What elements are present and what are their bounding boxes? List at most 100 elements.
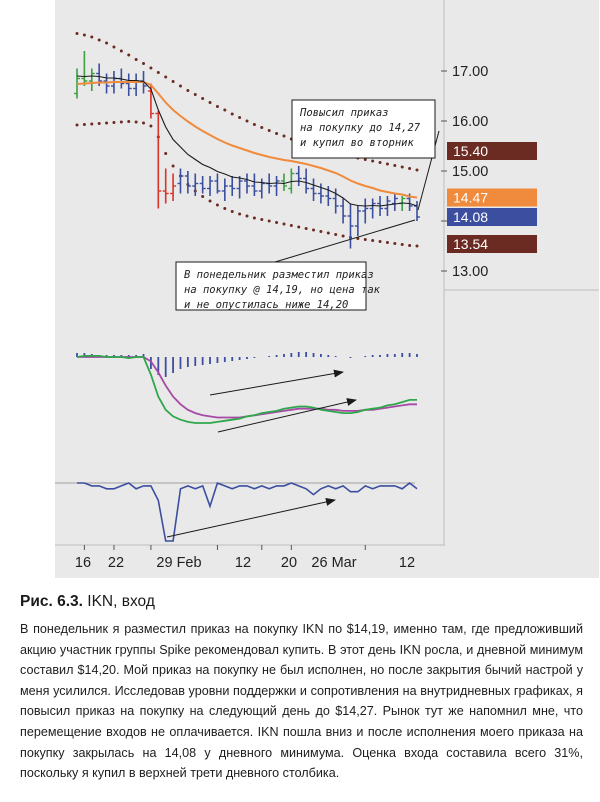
- fast-ema-line: [76, 75, 418, 207]
- price-bar: [244, 173, 250, 194]
- x-tick-label: 22: [108, 555, 124, 571]
- price-tag-15-40: 15.40: [447, 142, 537, 160]
- price-bar: [362, 198, 369, 224]
- annotation-line: на покупку до 14,27: [300, 122, 421, 134]
- lower-channel-dot: [208, 199, 212, 203]
- upper-channel-dot: [105, 41, 109, 45]
- price-bar: [155, 111, 162, 209]
- price-bar: [354, 206, 361, 236]
- lower-channel-dot: [400, 243, 404, 246]
- y-tick-label: 15.00: [452, 164, 488, 180]
- price-tag-label: 14.47: [453, 190, 488, 206]
- y-tick-label: 17.00: [452, 64, 488, 80]
- price-bar: [280, 173, 287, 191]
- upper-channel-dot: [252, 123, 256, 126]
- price-bar: [332, 188, 339, 214]
- force-index-layer: [77, 481, 418, 542]
- lower-channel-dot: [171, 164, 175, 168]
- price-tag-box: [447, 208, 537, 226]
- x-tick-label: 12: [235, 555, 251, 571]
- upper-channel-dot: [127, 53, 131, 57]
- channel-layer: [75, 32, 419, 248]
- upper-channel-dot: [415, 168, 419, 172]
- force-index-line: [77, 481, 418, 542]
- price-bar: [214, 173, 221, 194]
- upper-channel-dot: [75, 32, 79, 35]
- lower-channel-dot: [275, 221, 279, 224]
- lower-channel-dot: [408, 244, 412, 247]
- body-paragraph: В понедельник я разместил приказ на поку…: [20, 622, 583, 781]
- slow-ema-line: [76, 81, 418, 199]
- lower-channel-dot: [201, 195, 205, 198]
- upper-channel-dot: [408, 167, 412, 170]
- lower-channel-dot: [252, 216, 256, 220]
- lower-channel-dot: [297, 225, 301, 229]
- price-bar: [229, 176, 236, 196]
- upper-channel-dot: [142, 62, 146, 65]
- lower-channel-dot: [134, 120, 138, 124]
- y-axis-ticks: 17.00 16.00 15.00 13.00: [441, 64, 488, 280]
- upper-channel-dot: [208, 101, 212, 104]
- macd-layer: [76, 352, 418, 424]
- upper-channel-dot: [400, 165, 404, 169]
- upper-channel-dot: [164, 75, 168, 79]
- price-bar: [369, 198, 376, 219]
- lower-channel-dot: [112, 121, 116, 124]
- price-bar: [207, 176, 214, 196]
- price-tag-label: 15.40: [453, 143, 488, 159]
- annotation-line: В понедельник разместил приказ: [184, 269, 374, 281]
- price-bar: [184, 171, 191, 194]
- price-tag-14-47: 14.47: [447, 188, 537, 207]
- upper-channel-dot: [378, 161, 382, 164]
- price-bar: [133, 73, 140, 96]
- upper-channel-dot: [149, 66, 153, 70]
- price-tag-label: 14.08: [453, 209, 488, 225]
- price-bar: [81, 51, 88, 86]
- lower-channel-dot: [223, 207, 227, 210]
- price-tag-box: [447, 235, 537, 253]
- ema-layer: [76, 75, 418, 207]
- price-bar: [340, 198, 347, 224]
- upper-channel-dot: [112, 45, 116, 49]
- lower-channel-dot: [304, 227, 308, 230]
- upper-channel-dot: [178, 84, 182, 88]
- upper-channel-dot: [215, 105, 219, 108]
- price-tag-box: [447, 188, 537, 207]
- price-bar: [192, 173, 199, 196]
- lower-channel-dot: [289, 224, 293, 227]
- upper-channel-dot: [156, 71, 160, 74]
- upper-channel-dot: [119, 49, 123, 53]
- upper-channel-dot: [201, 97, 205, 100]
- price-bar: [303, 168, 310, 194]
- lower-channel-dot: [319, 230, 323, 233]
- arrow-macd-bottom: [217, 398, 357, 433]
- price-bar: [310, 178, 317, 201]
- lower-channel-dot: [127, 120, 131, 123]
- price-bar: [162, 168, 169, 204]
- note-monday: В понедельник разместил приказ на покупку…: [175, 219, 416, 311]
- annotation-line: на покупку @ 14,19, но цена так: [184, 284, 381, 296]
- x-tick-label: 12: [399, 555, 415, 571]
- upper-channel-dot: [245, 119, 249, 123]
- macd-signal-line: [77, 356, 417, 419]
- upper-channel-dot: [385, 162, 389, 166]
- lower-channel-dot: [105, 121, 109, 125]
- arrow-force-index: [166, 498, 336, 538]
- upper-channel-dot: [223, 108, 227, 112]
- divergence-arrows: [166, 369, 357, 538]
- upper-channel-dot: [171, 80, 175, 83]
- lower-channel-dot: [341, 234, 345, 238]
- lower-channel-dot: [267, 219, 271, 223]
- price-tags: 15.40 14.47 14.08 13.54: [447, 142, 537, 253]
- upper-channel-dot: [260, 126, 264, 129]
- price-bar: [177, 168, 184, 194]
- price-bar: [347, 203, 354, 249]
- price-bar: [258, 178, 265, 199]
- y-tick-label: 16.00: [452, 114, 488, 130]
- lower-channel-dot: [90, 122, 94, 126]
- price-bar: [325, 186, 332, 206]
- price-tag-14-08: 14.08: [447, 208, 537, 226]
- upper-channel-dot: [230, 112, 234, 116]
- x-axis-ticks: 16 22 29 Feb 12 20 26 Mar 12: [75, 545, 415, 571]
- lower-channel-dot: [326, 231, 330, 235]
